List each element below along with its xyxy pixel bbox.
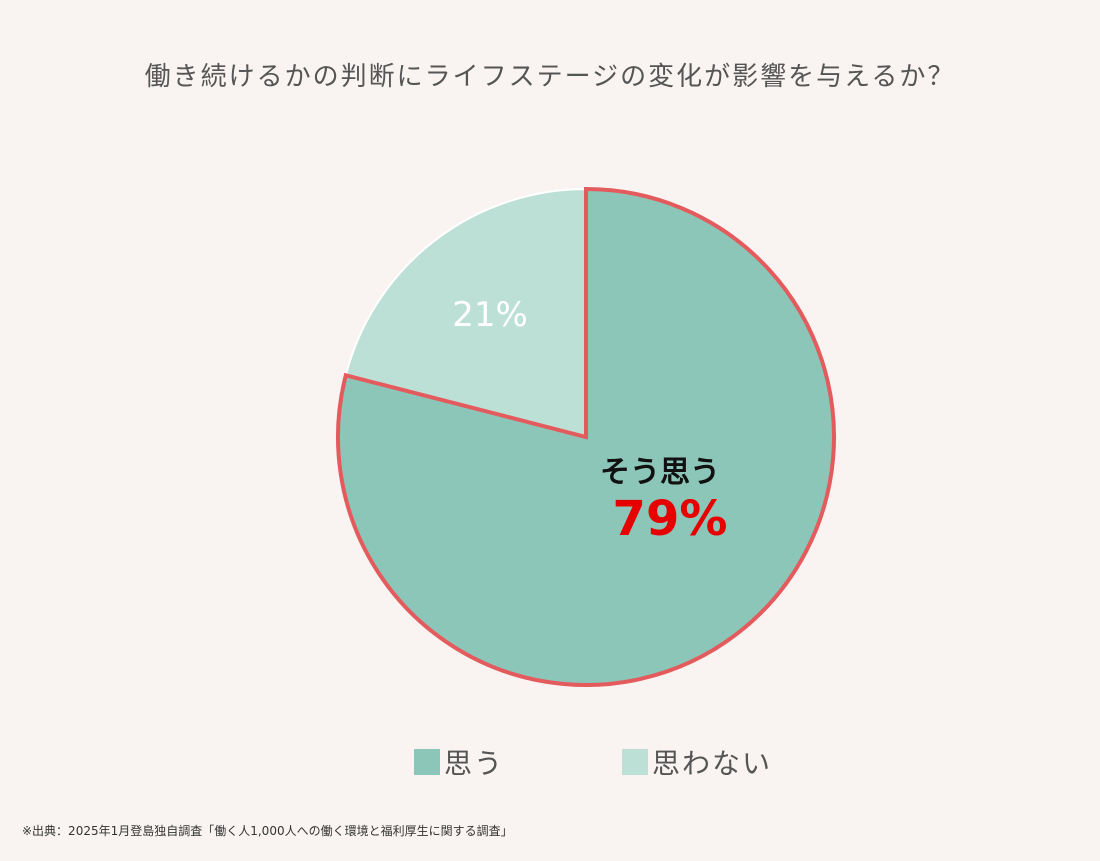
legend-label-omowanai: 思わない (652, 747, 773, 780)
legend: 思う 思わない (0, 742, 1100, 782)
legend-label-omou: 思う (444, 747, 505, 780)
legend-swatch-omowanai (622, 749, 648, 775)
legend-swatch-omou (414, 749, 440, 775)
slice-label-major-name: そう思う (600, 455, 720, 490)
source-note: ※出典：2025年1月登島独自調査「働く人1,000人への働く環境と福利厚生に関… (22, 824, 513, 838)
slice-label-minor-value: 21% (452, 295, 528, 335)
slice-label-major-value: 79% (613, 491, 728, 547)
legend-item-omowanai: 思わない (622, 742, 772, 782)
chart-title: 働き続けるかの判断にライフステージの変化が影響を与えるか？ (144, 62, 956, 92)
slice-omowanai (344, 187, 587, 439)
slice-omou (336, 186, 836, 687)
legend-item-omou: 思う (414, 742, 504, 782)
